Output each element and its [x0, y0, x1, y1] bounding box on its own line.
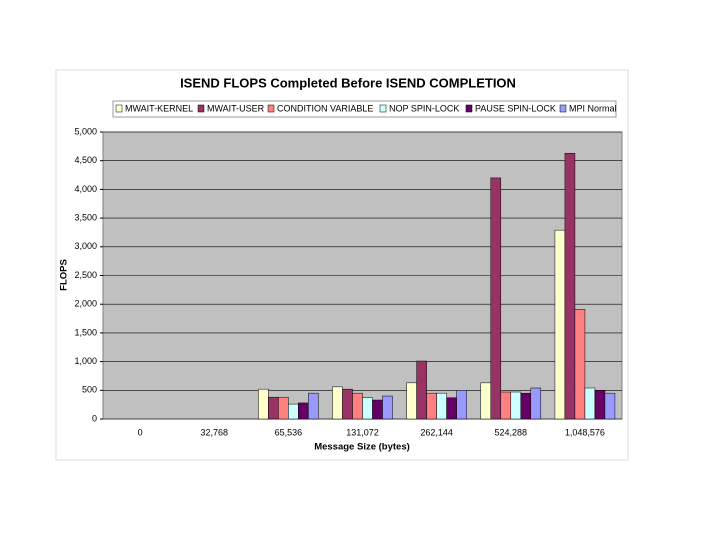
bar [288, 403, 299, 420]
bar [298, 402, 309, 420]
bar [554, 229, 566, 420]
bar [332, 386, 343, 420]
y-tick-label: 4,000 [74, 184, 97, 194]
legend-label: MPI Normal [569, 103, 617, 113]
legend-label: MWAIT-KERNEL [125, 103, 193, 113]
x-tick-label: 32,768 [200, 427, 228, 437]
bar [584, 387, 596, 420]
bar [278, 396, 289, 420]
y-axis-label: FLOPS [59, 259, 70, 291]
bar [268, 396, 279, 420]
legend-swatch [197, 104, 205, 113]
bar [406, 382, 417, 420]
bar [594, 390, 606, 420]
y-tick-label: 2,500 [74, 270, 97, 280]
x-tick-label: 131,072 [346, 427, 379, 437]
x-tick-label: 524,288 [495, 427, 528, 437]
bar [456, 390, 467, 420]
legend-label: NOP SPIN-LOCK [389, 103, 459, 113]
legend-label: CONDITION VARIABLE [277, 103, 373, 113]
x-tick-label: 65,536 [275, 427, 303, 437]
x-tick-label: 0 [138, 427, 143, 437]
legend-label: MWAIT-USER [207, 103, 265, 113]
bar [564, 152, 576, 420]
bar [530, 387, 542, 420]
y-tick-label: 2,000 [74, 299, 97, 309]
bar [416, 360, 427, 420]
bar [500, 391, 512, 420]
bar [258, 388, 269, 420]
bar [510, 391, 522, 420]
y-tick-label: 3,000 [74, 241, 97, 251]
bar [382, 395, 393, 420]
bar [574, 309, 586, 420]
bar [362, 397, 373, 420]
legend-swatch [267, 104, 275, 113]
bar [446, 397, 457, 420]
x-axis-label: Message Size (bytes) [314, 442, 410, 453]
legend-swatch [559, 104, 567, 113]
y-tick-label: 4,500 [74, 155, 97, 165]
chart-title: ISEND FLOPS Completed Before ISEND COMPL… [180, 75, 516, 90]
bar [520, 392, 532, 420]
y-tick-label: 3,500 [74, 212, 97, 222]
bar [436, 392, 447, 420]
x-tick-label: 1,048,576 [565, 427, 605, 437]
y-tick-label: 0 [92, 413, 97, 423]
y-tick-label: 500 [82, 385, 97, 395]
legend-swatch [379, 104, 387, 113]
bar [426, 392, 437, 420]
y-tick-label: 5,000 [74, 126, 97, 136]
bar [604, 392, 616, 420]
bar [352, 392, 363, 420]
legend-label: PAUSE SPIN-LOCK [475, 103, 556, 113]
bar [490, 177, 502, 420]
bar [308, 392, 319, 420]
y-tick-label: 1,000 [74, 356, 97, 366]
bar [480, 382, 492, 420]
legend-swatch [115, 104, 123, 113]
bar [372, 399, 383, 420]
legend [112, 100, 617, 118]
x-tick-label: 262,144 [420, 427, 453, 437]
legend-swatch [465, 104, 473, 113]
bar [342, 388, 353, 420]
y-tick-label: 1,500 [74, 327, 97, 337]
